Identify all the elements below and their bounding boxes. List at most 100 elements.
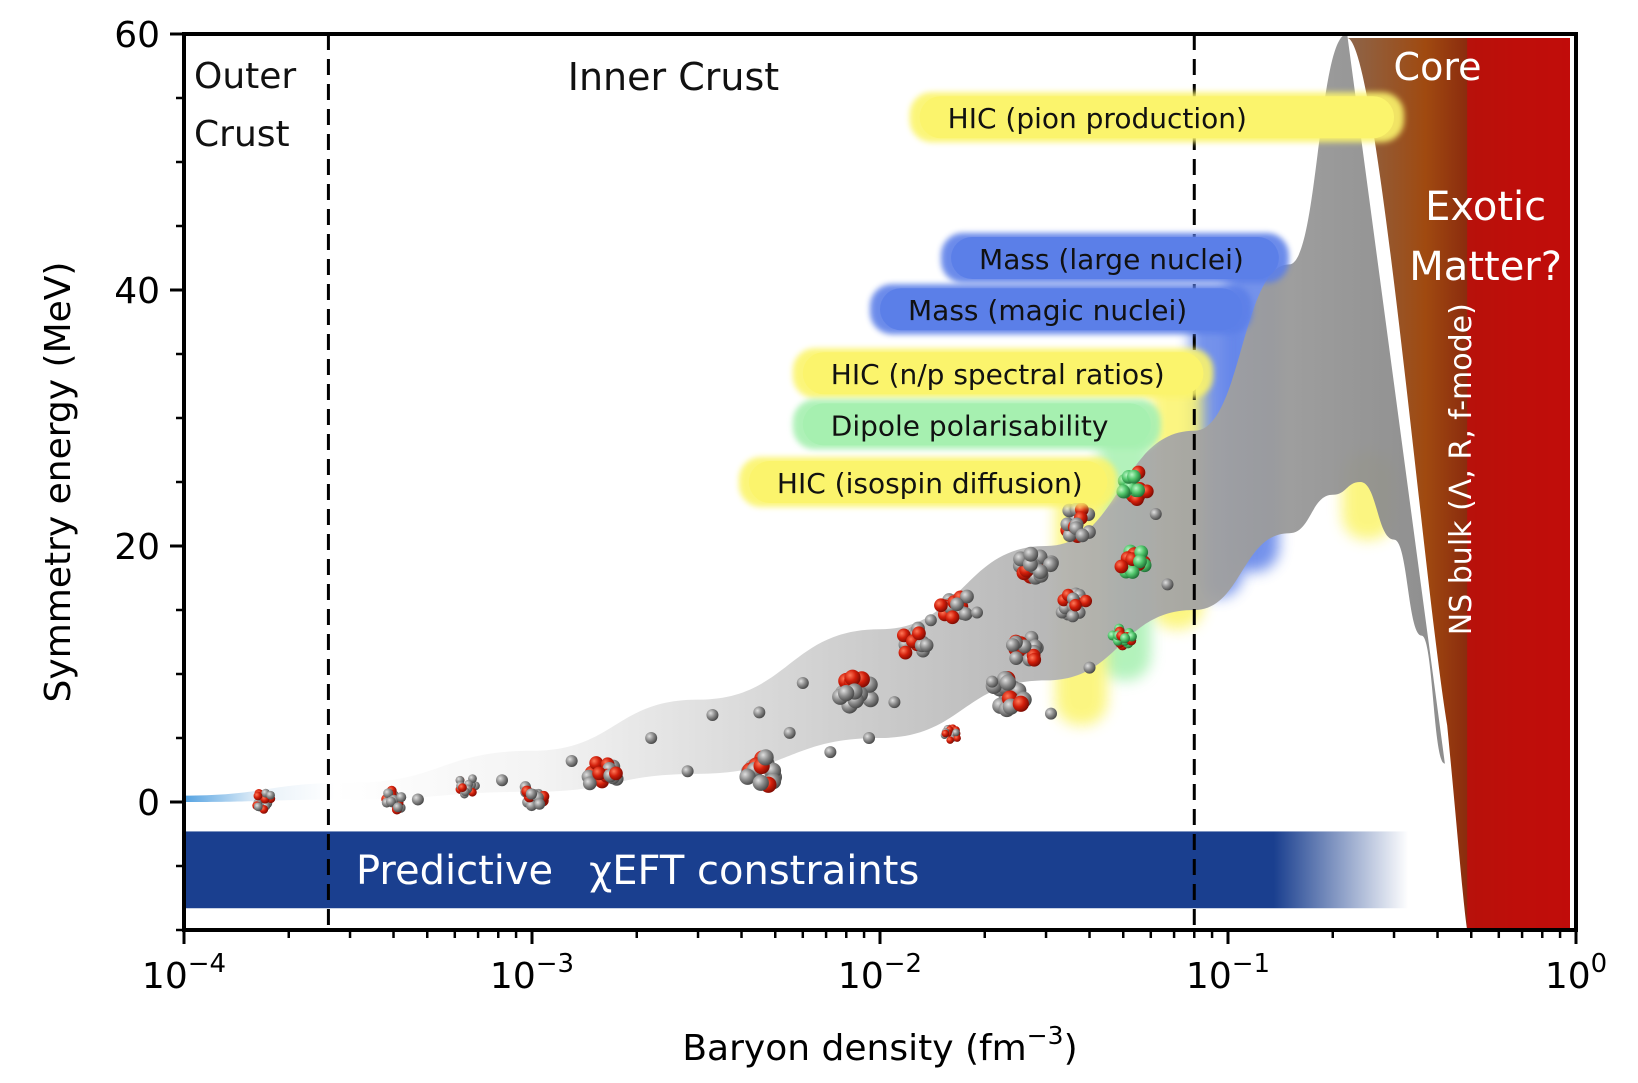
x-tick-label-2: 10−2 (838, 949, 922, 997)
nucleon (1027, 652, 1042, 667)
free-nucleon-5 (706, 708, 719, 721)
nucleus-cluster-2 (455, 774, 480, 799)
nucleon (1127, 469, 1141, 484)
free-nucleon-14 (986, 675, 999, 688)
nucleon (953, 734, 961, 742)
nucleon (950, 597, 964, 612)
constraint-label-2: Mass (magic nuclei) (870, 284, 1253, 335)
x-tick-base: 10 (490, 956, 536, 997)
nucleon (945, 610, 960, 625)
symmetry-energy-band (184, 34, 1445, 802)
x-tick-base: 10 (142, 956, 188, 997)
constraint-text: Mass (large nuclei) (979, 243, 1244, 276)
nucleon (958, 607, 973, 621)
nucleon (838, 684, 855, 702)
nucleon (1125, 565, 1140, 579)
nucleon (392, 802, 403, 813)
x-tick-label-3: 10−1 (1186, 949, 1270, 997)
nucleon (1079, 594, 1093, 608)
constraint-text: HIC (pion production) (948, 102, 1247, 135)
x-tick-label-1: 10−3 (490, 949, 574, 997)
constraint-label-0: HIC (pion production) (909, 92, 1405, 143)
predictive-label-rest: χEFT constraints (589, 848, 919, 894)
y-tick-label-3: 60 (114, 15, 160, 56)
y-axis-label: Symmetry energy (MeV) (38, 262, 79, 703)
constraint-label-4: Dipole polarisability (792, 399, 1161, 450)
constraint-pill (802, 403, 1151, 446)
free-nucleon-12 (924, 614, 937, 627)
nucleon (757, 749, 774, 766)
region-label-exotic-matter-0: Exotic (1425, 184, 1546, 230)
nuclei-layer (252, 465, 1174, 815)
nucleus-cluster-11 (934, 589, 974, 625)
nucleon (533, 798, 546, 810)
nucleon (1005, 638, 1020, 652)
predictive-band (184, 831, 1409, 909)
nucleon (385, 796, 396, 807)
x-axis-label-main: Baryon density (fm (682, 1028, 1026, 1069)
nucleon (934, 598, 948, 613)
symmetry-band-layer (184, 34, 1445, 802)
nucleus-cluster-13 (1005, 630, 1044, 667)
nucleus-cluster-0 (252, 788, 276, 814)
nucleon (1012, 695, 1029, 712)
ns-bulk-label: NS bulk (Λ, R, f-mode) (1444, 303, 1479, 635)
y-tick-label-0: 0 (137, 783, 160, 824)
nucleon (919, 638, 934, 653)
nucleon (1114, 559, 1129, 574)
nucleus-cluster-15 (1055, 587, 1093, 623)
constraint-text: Mass (magic nuclei) (908, 294, 1187, 327)
constraint-pill (880, 288, 1243, 331)
constraint-text: Dipole polarisability (831, 409, 1109, 442)
nucleus-cluster-8 (896, 621, 934, 660)
free-nucleon-3 (645, 732, 658, 744)
nucleon (592, 766, 606, 781)
nucleus-cluster-6 (832, 669, 879, 714)
x-tick-exp: −2 (884, 949, 922, 979)
nucleon (999, 674, 1017, 691)
x-tick-base: 10 (1545, 956, 1591, 997)
nucleon (582, 776, 597, 791)
nucleon (739, 768, 756, 785)
free-nucleon-11 (888, 696, 901, 709)
nucleon (844, 669, 861, 686)
region-label-core-0: Core (1394, 45, 1482, 89)
constraint-label-5: HIC (isospin diffusion) (738, 457, 1118, 507)
nucleon (1075, 528, 1090, 543)
x-tick-label-0: 10−4 (142, 949, 226, 997)
region-label-inner-crust-0: Inner Crust (568, 55, 779, 99)
free-nucleon-15 (1044, 707, 1057, 720)
x-tick-base: 10 (1186, 956, 1232, 997)
nucleon (752, 774, 769, 791)
free-nucleon-13 (971, 606, 984, 619)
x-tick-base: 10 (838, 956, 884, 997)
nucleon (396, 792, 407, 803)
free-nucleon-18 (1161, 578, 1174, 591)
free-nucleon-9 (824, 746, 837, 759)
nucleon (952, 728, 960, 737)
constraint-pill (748, 461, 1108, 503)
nucleon (912, 626, 926, 641)
nucleon (589, 756, 604, 770)
ns-bulk-region (1467, 38, 1570, 930)
nucleon (1009, 651, 1024, 666)
nucleon (1133, 554, 1147, 569)
region-label-outer-crust-0: Outer (194, 56, 296, 97)
x-tick-exp: −1 (1232, 949, 1270, 979)
nucleon (609, 766, 623, 781)
predictive-band-label: Predictive χEFT constraints (356, 848, 919, 894)
nucleus-cluster-1 (381, 785, 407, 815)
constraint-text: HIC (n/p spectral ratios) (831, 358, 1165, 391)
predictive-band-layer: Predictive χEFT constraints (184, 831, 1409, 909)
free-nucleon-2 (565, 755, 578, 768)
nucleon (1116, 484, 1131, 499)
nucleus-cluster-5 (739, 749, 783, 793)
constraint-text: HIC (isospin diffusion) (777, 467, 1083, 500)
nucleon (1131, 483, 1145, 498)
free-nucleon-1 (496, 774, 509, 787)
nucleon (898, 645, 913, 660)
nucleon (960, 589, 974, 604)
region-label-exotic-matter-1: Matter? (1409, 244, 1562, 290)
free-nucleon-6 (753, 706, 766, 719)
free-nucleon-0 (411, 793, 424, 806)
